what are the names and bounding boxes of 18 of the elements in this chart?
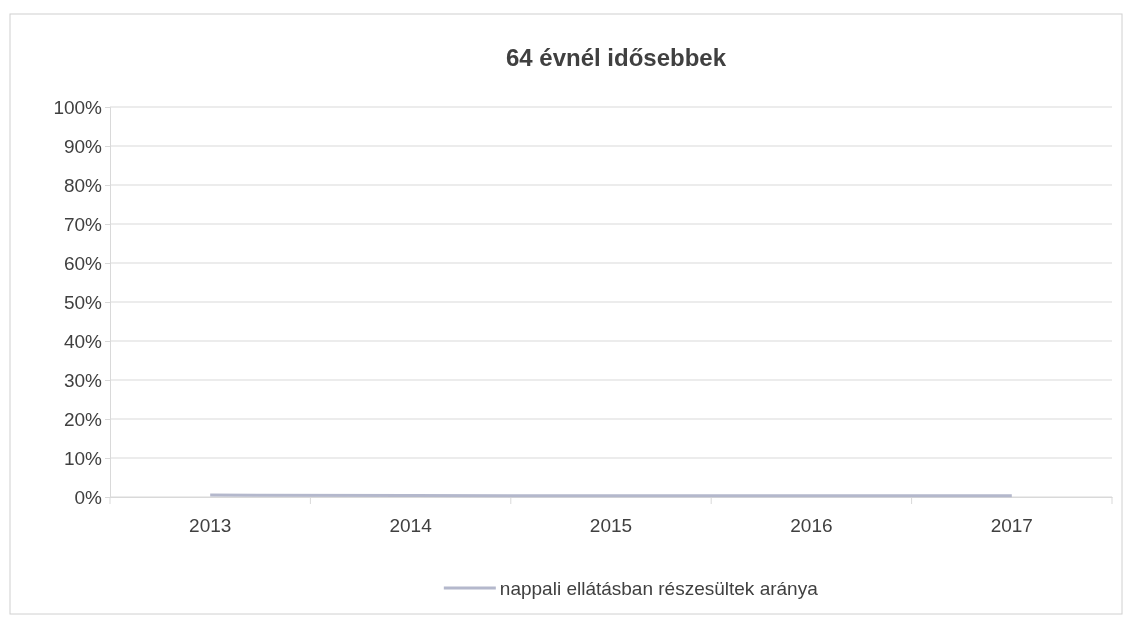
y-tick-label: 80% xyxy=(63,174,103,196)
x-tick-label: 2017 xyxy=(990,515,1033,537)
y-tick-label: 100% xyxy=(53,96,103,118)
y-tick-label: 0% xyxy=(74,486,103,508)
y-tick-label: 50% xyxy=(63,291,103,313)
y-tick-label: 40% xyxy=(63,330,103,352)
y-tick-label: 20% xyxy=(63,408,103,430)
y-tick-label: 10% xyxy=(63,447,103,469)
chart-title: 64 évnél idősebbek xyxy=(505,44,727,71)
y-tick-label: 70% xyxy=(63,213,103,235)
x-tick-label: 2015 xyxy=(589,515,633,537)
y-tick-label: 60% xyxy=(63,252,103,274)
x-tick-label: 2013 xyxy=(189,515,232,537)
x-tick-label: 2016 xyxy=(790,515,833,537)
legend-label: nappali ellátásban részesültek aránya xyxy=(499,578,819,599)
y-tick-label: 30% xyxy=(63,369,103,391)
y-tick-label: 90% xyxy=(63,135,103,157)
x-tick-label: 2014 xyxy=(389,515,433,537)
